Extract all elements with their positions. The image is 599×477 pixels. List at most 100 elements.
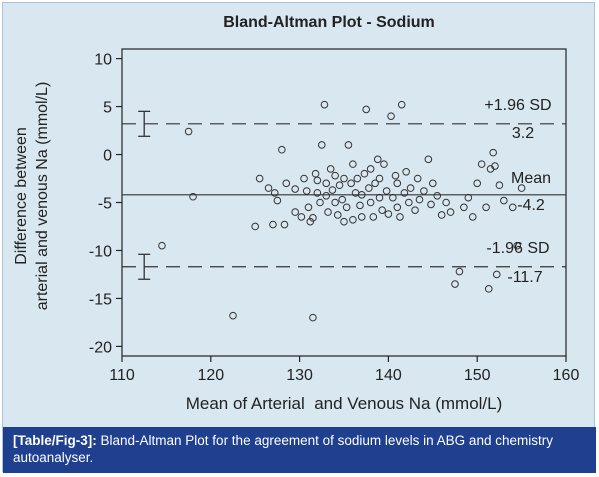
data-point <box>313 176 322 185</box>
x-tick-label: 130 <box>286 367 313 384</box>
data-point <box>489 148 497 157</box>
data-point <box>429 179 437 188</box>
data-points <box>158 100 526 322</box>
data-point <box>357 191 366 199</box>
y-tick-label: 10 <box>94 52 112 69</box>
data-point <box>356 201 364 210</box>
data-point <box>366 165 375 173</box>
data-point <box>324 208 332 216</box>
data-point <box>393 179 402 188</box>
data-point <box>442 198 450 207</box>
data-point <box>411 206 419 214</box>
data-point <box>482 203 490 212</box>
mean-value: -4.2 <box>517 197 545 214</box>
y-axis-label-line2: arterial and venous Na (mmol/L) <box>34 82 51 311</box>
data-point <box>405 198 413 207</box>
data-point <box>357 213 366 221</box>
data-point <box>427 200 435 209</box>
upper-limit-label: +1.96 SD <box>484 97 551 114</box>
data-point <box>340 174 348 183</box>
y-tick-label: -15 <box>89 291 112 308</box>
data-point <box>402 168 410 176</box>
data-point <box>455 267 464 276</box>
data-point <box>297 213 306 221</box>
data-point <box>397 100 406 109</box>
data-point <box>318 141 326 149</box>
data-point <box>322 179 331 188</box>
data-point <box>468 213 477 221</box>
data-point <box>282 179 291 188</box>
lower-limit-label: -1.96 SD <box>486 240 549 257</box>
data-point <box>273 196 282 205</box>
data-point <box>349 215 357 224</box>
data-point <box>264 184 273 192</box>
data-point <box>158 241 166 250</box>
data-point <box>344 141 353 149</box>
data-point <box>391 171 400 180</box>
data-point <box>184 127 193 136</box>
y-axis: 10 5 0 -5 -10 -15 -20 <box>89 52 122 356</box>
data-point <box>342 203 351 212</box>
data-point <box>362 105 371 114</box>
mean-label: Mean <box>511 170 551 187</box>
data-point <box>420 187 428 195</box>
data-point <box>309 214 317 222</box>
data-point <box>495 181 504 190</box>
data-point <box>382 187 391 195</box>
x-axis: 110 120 130 140 150 160 <box>109 356 579 384</box>
data-point <box>311 169 320 178</box>
data-point <box>375 193 384 202</box>
data-point <box>331 198 339 207</box>
data-point <box>373 155 382 164</box>
data-point <box>451 280 459 288</box>
data-point <box>320 100 329 109</box>
data-point <box>464 193 473 202</box>
data-point <box>328 186 337 194</box>
y-tick-label: 0 <box>103 148 112 165</box>
data-point <box>251 222 259 231</box>
data-point <box>189 192 197 201</box>
caption-ref: [Table/Fig-3]: <box>13 433 97 448</box>
data-point <box>349 160 357 168</box>
data-point <box>229 311 237 320</box>
data-point <box>396 213 404 221</box>
data-point <box>437 211 446 219</box>
data-point <box>375 174 384 183</box>
y-tick-label: 5 <box>103 100 112 117</box>
data-point <box>326 165 335 173</box>
x-tick-label: 110 <box>109 367 135 384</box>
data-point <box>331 171 339 180</box>
x-axis-label: Mean of Arterial and Venous Na (mmol/L) <box>186 394 503 413</box>
lower-limit-value: -11.7 <box>507 269 542 286</box>
x-tick-label: 150 <box>464 367 491 384</box>
data-point <box>353 174 362 183</box>
data-point <box>255 174 264 183</box>
caption-text: Bland-Altman Plot for the agreement of s… <box>13 433 553 465</box>
data-point <box>413 174 422 183</box>
figure-caption: [Table/Fig-3]: Bland-Altman Plot for the… <box>3 427 596 473</box>
data-point <box>291 185 299 193</box>
data-point <box>400 189 409 197</box>
x-tick-label: 160 <box>553 367 580 384</box>
data-point <box>347 179 355 188</box>
data-point <box>300 174 308 183</box>
chart-title: Bland-Altman Plot - Sodium <box>223 14 435 31</box>
data-point <box>360 169 369 178</box>
data-point <box>365 184 373 192</box>
data-point <box>380 160 388 168</box>
data-point <box>406 184 415 192</box>
data-point <box>338 195 347 204</box>
data-point <box>513 241 521 250</box>
y-tick-label: -5 <box>98 196 112 213</box>
data-point <box>484 285 493 293</box>
data-point <box>322 191 331 200</box>
data-point <box>313 189 322 197</box>
bland-altman-chart: Bland-Altman Plot - Sodium Difference be… <box>13 14 579 413</box>
data-point <box>508 203 517 212</box>
data-point <box>340 217 348 226</box>
data-point <box>371 179 379 188</box>
data-point <box>389 193 397 202</box>
data-point <box>492 270 501 279</box>
data-point <box>280 220 289 229</box>
data-point <box>369 213 378 221</box>
